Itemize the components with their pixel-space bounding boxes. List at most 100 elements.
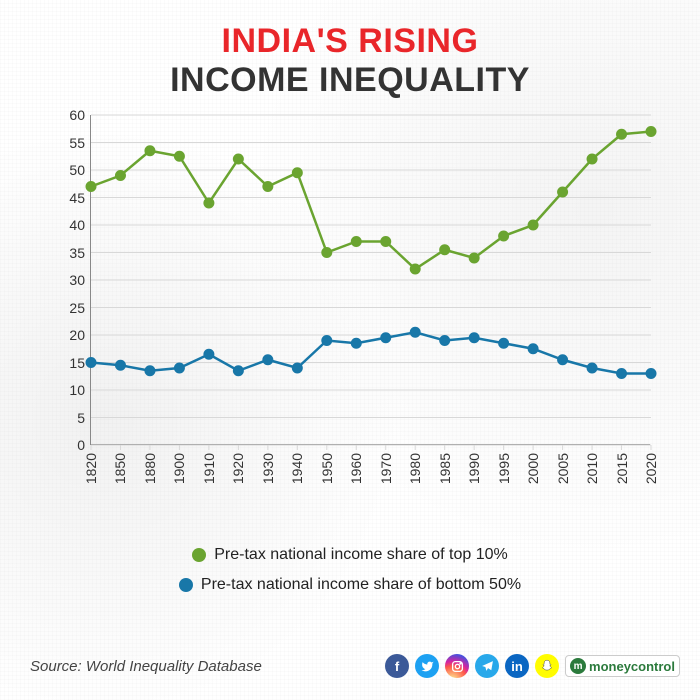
series-marker-bottom50 (86, 358, 96, 368)
x-tick-label: 1910 (201, 453, 217, 484)
y-tick-label: 40 (55, 217, 85, 233)
series-marker-top10 (292, 168, 302, 178)
y-tick-label: 5 (55, 410, 85, 426)
y-tick-label: 45 (55, 190, 85, 206)
footer: Source: World Inequality Database f in m… (30, 654, 680, 678)
y-tick-label: 10 (55, 382, 85, 398)
y-tick-label: 30 (55, 272, 85, 288)
legend-marker-bottom50 (179, 578, 193, 592)
legend-label-top10: Pre-tax national income share of top 10% (214, 546, 508, 564)
facebook-icon[interactable]: f (385, 654, 409, 678)
series-marker-bottom50 (617, 369, 627, 379)
y-tick-label: 55 (55, 135, 85, 151)
series-marker-top10 (587, 154, 597, 164)
series-marker-bottom50 (115, 360, 125, 370)
series-marker-top10 (499, 231, 509, 241)
series-marker-bottom50 (204, 349, 214, 359)
line-chart: 051015202530354045505560 182018501880190… (60, 115, 650, 475)
x-tick-label: 1950 (319, 453, 335, 484)
instagram-icon[interactable] (445, 654, 469, 678)
series-marker-top10 (351, 237, 361, 247)
series-marker-top10 (646, 127, 656, 137)
x-tick-label: 1980 (407, 453, 423, 484)
series-marker-top10 (322, 248, 332, 258)
chart-title: INDIA'S RISING INCOME INEQUALITY (0, 0, 700, 100)
logo-text: moneycontrol (589, 659, 675, 674)
series-marker-bottom50 (263, 355, 273, 365)
telegram-icon[interactable] (475, 654, 499, 678)
social-icons: f in m moneycontrol (385, 654, 680, 678)
chart-plot-area (90, 115, 650, 445)
series-line-top10 (91, 132, 651, 270)
y-tick-label: 20 (55, 327, 85, 343)
x-tick-label: 2015 (614, 453, 630, 484)
x-tick-label: 1940 (289, 453, 305, 484)
series-marker-bottom50 (440, 336, 450, 346)
series-marker-bottom50 (322, 336, 332, 346)
series-marker-top10 (528, 220, 538, 230)
series-marker-bottom50 (528, 344, 538, 354)
logo-mark-icon: m (570, 658, 586, 674)
y-tick-label: 50 (55, 162, 85, 178)
x-tick-label: 1985 (437, 453, 453, 484)
x-tick-label: 2005 (555, 453, 571, 484)
title-line-1: INDIA'S RISING (0, 22, 700, 61)
series-marker-bottom50 (469, 333, 479, 343)
series-marker-top10 (233, 154, 243, 164)
x-tick-label: 1920 (230, 453, 246, 484)
series-marker-top10 (381, 237, 391, 247)
series-marker-top10 (115, 171, 125, 181)
legend-marker-top10 (192, 548, 206, 562)
title-line-2: INCOME INEQUALITY (0, 61, 700, 100)
series-marker-bottom50 (292, 363, 302, 373)
moneycontrol-logo[interactable]: m moneycontrol (565, 655, 680, 677)
y-tick-label: 35 (55, 245, 85, 261)
series-marker-top10 (263, 182, 273, 192)
x-tick-label: 1970 (378, 453, 394, 484)
series-marker-top10 (204, 198, 214, 208)
legend-item-bottom50: Pre-tax national income share of bottom … (179, 576, 521, 594)
x-tick-label: 1995 (496, 453, 512, 484)
series-marker-bottom50 (381, 333, 391, 343)
chart-gridlines (91, 115, 651, 450)
y-tick-label: 0 (55, 437, 85, 453)
x-tick-label: 1990 (466, 453, 482, 484)
series-marker-top10 (617, 129, 627, 139)
series-marker-bottom50 (587, 363, 597, 373)
series-marker-top10 (410, 264, 420, 274)
y-tick-label: 60 (55, 107, 85, 123)
series-marker-bottom50 (145, 366, 155, 376)
x-tick-label: 2010 (584, 453, 600, 484)
y-tick-label: 25 (55, 300, 85, 316)
x-tick-label: 2000 (525, 453, 541, 484)
x-tick-label: 1960 (348, 453, 364, 484)
x-tick-label: 1850 (112, 453, 128, 484)
series-marker-top10 (86, 182, 96, 192)
snapchat-icon[interactable] (535, 654, 559, 678)
series-marker-bottom50 (410, 327, 420, 337)
linkedin-icon[interactable]: in (505, 654, 529, 678)
series-marker-bottom50 (558, 355, 568, 365)
source-text: Source: World Inequality Database (30, 658, 262, 675)
series-marker-top10 (469, 253, 479, 263)
legend-label-bottom50: Pre-tax national income share of bottom … (201, 576, 521, 594)
legend-item-top10: Pre-tax national income share of top 10% (192, 546, 508, 564)
x-tick-label: 1900 (171, 453, 187, 484)
series-marker-top10 (174, 151, 184, 161)
series-marker-bottom50 (174, 363, 184, 373)
series-marker-bottom50 (646, 369, 656, 379)
chart-svg (91, 115, 651, 445)
series-marker-top10 (145, 146, 155, 156)
series-marker-top10 (440, 245, 450, 255)
chart-legend: Pre-tax national income share of top 10%… (0, 540, 700, 600)
x-tick-label: 1930 (260, 453, 276, 484)
x-tick-label: 1880 (142, 453, 158, 484)
twitter-icon[interactable] (415, 654, 439, 678)
x-tick-label: 1820 (83, 453, 99, 484)
series-marker-bottom50 (499, 338, 509, 348)
x-tick-label: 2020 (643, 453, 659, 484)
series-marker-bottom50 (233, 366, 243, 376)
y-tick-label: 15 (55, 355, 85, 371)
series-marker-top10 (558, 187, 568, 197)
series-marker-bottom50 (351, 338, 361, 348)
